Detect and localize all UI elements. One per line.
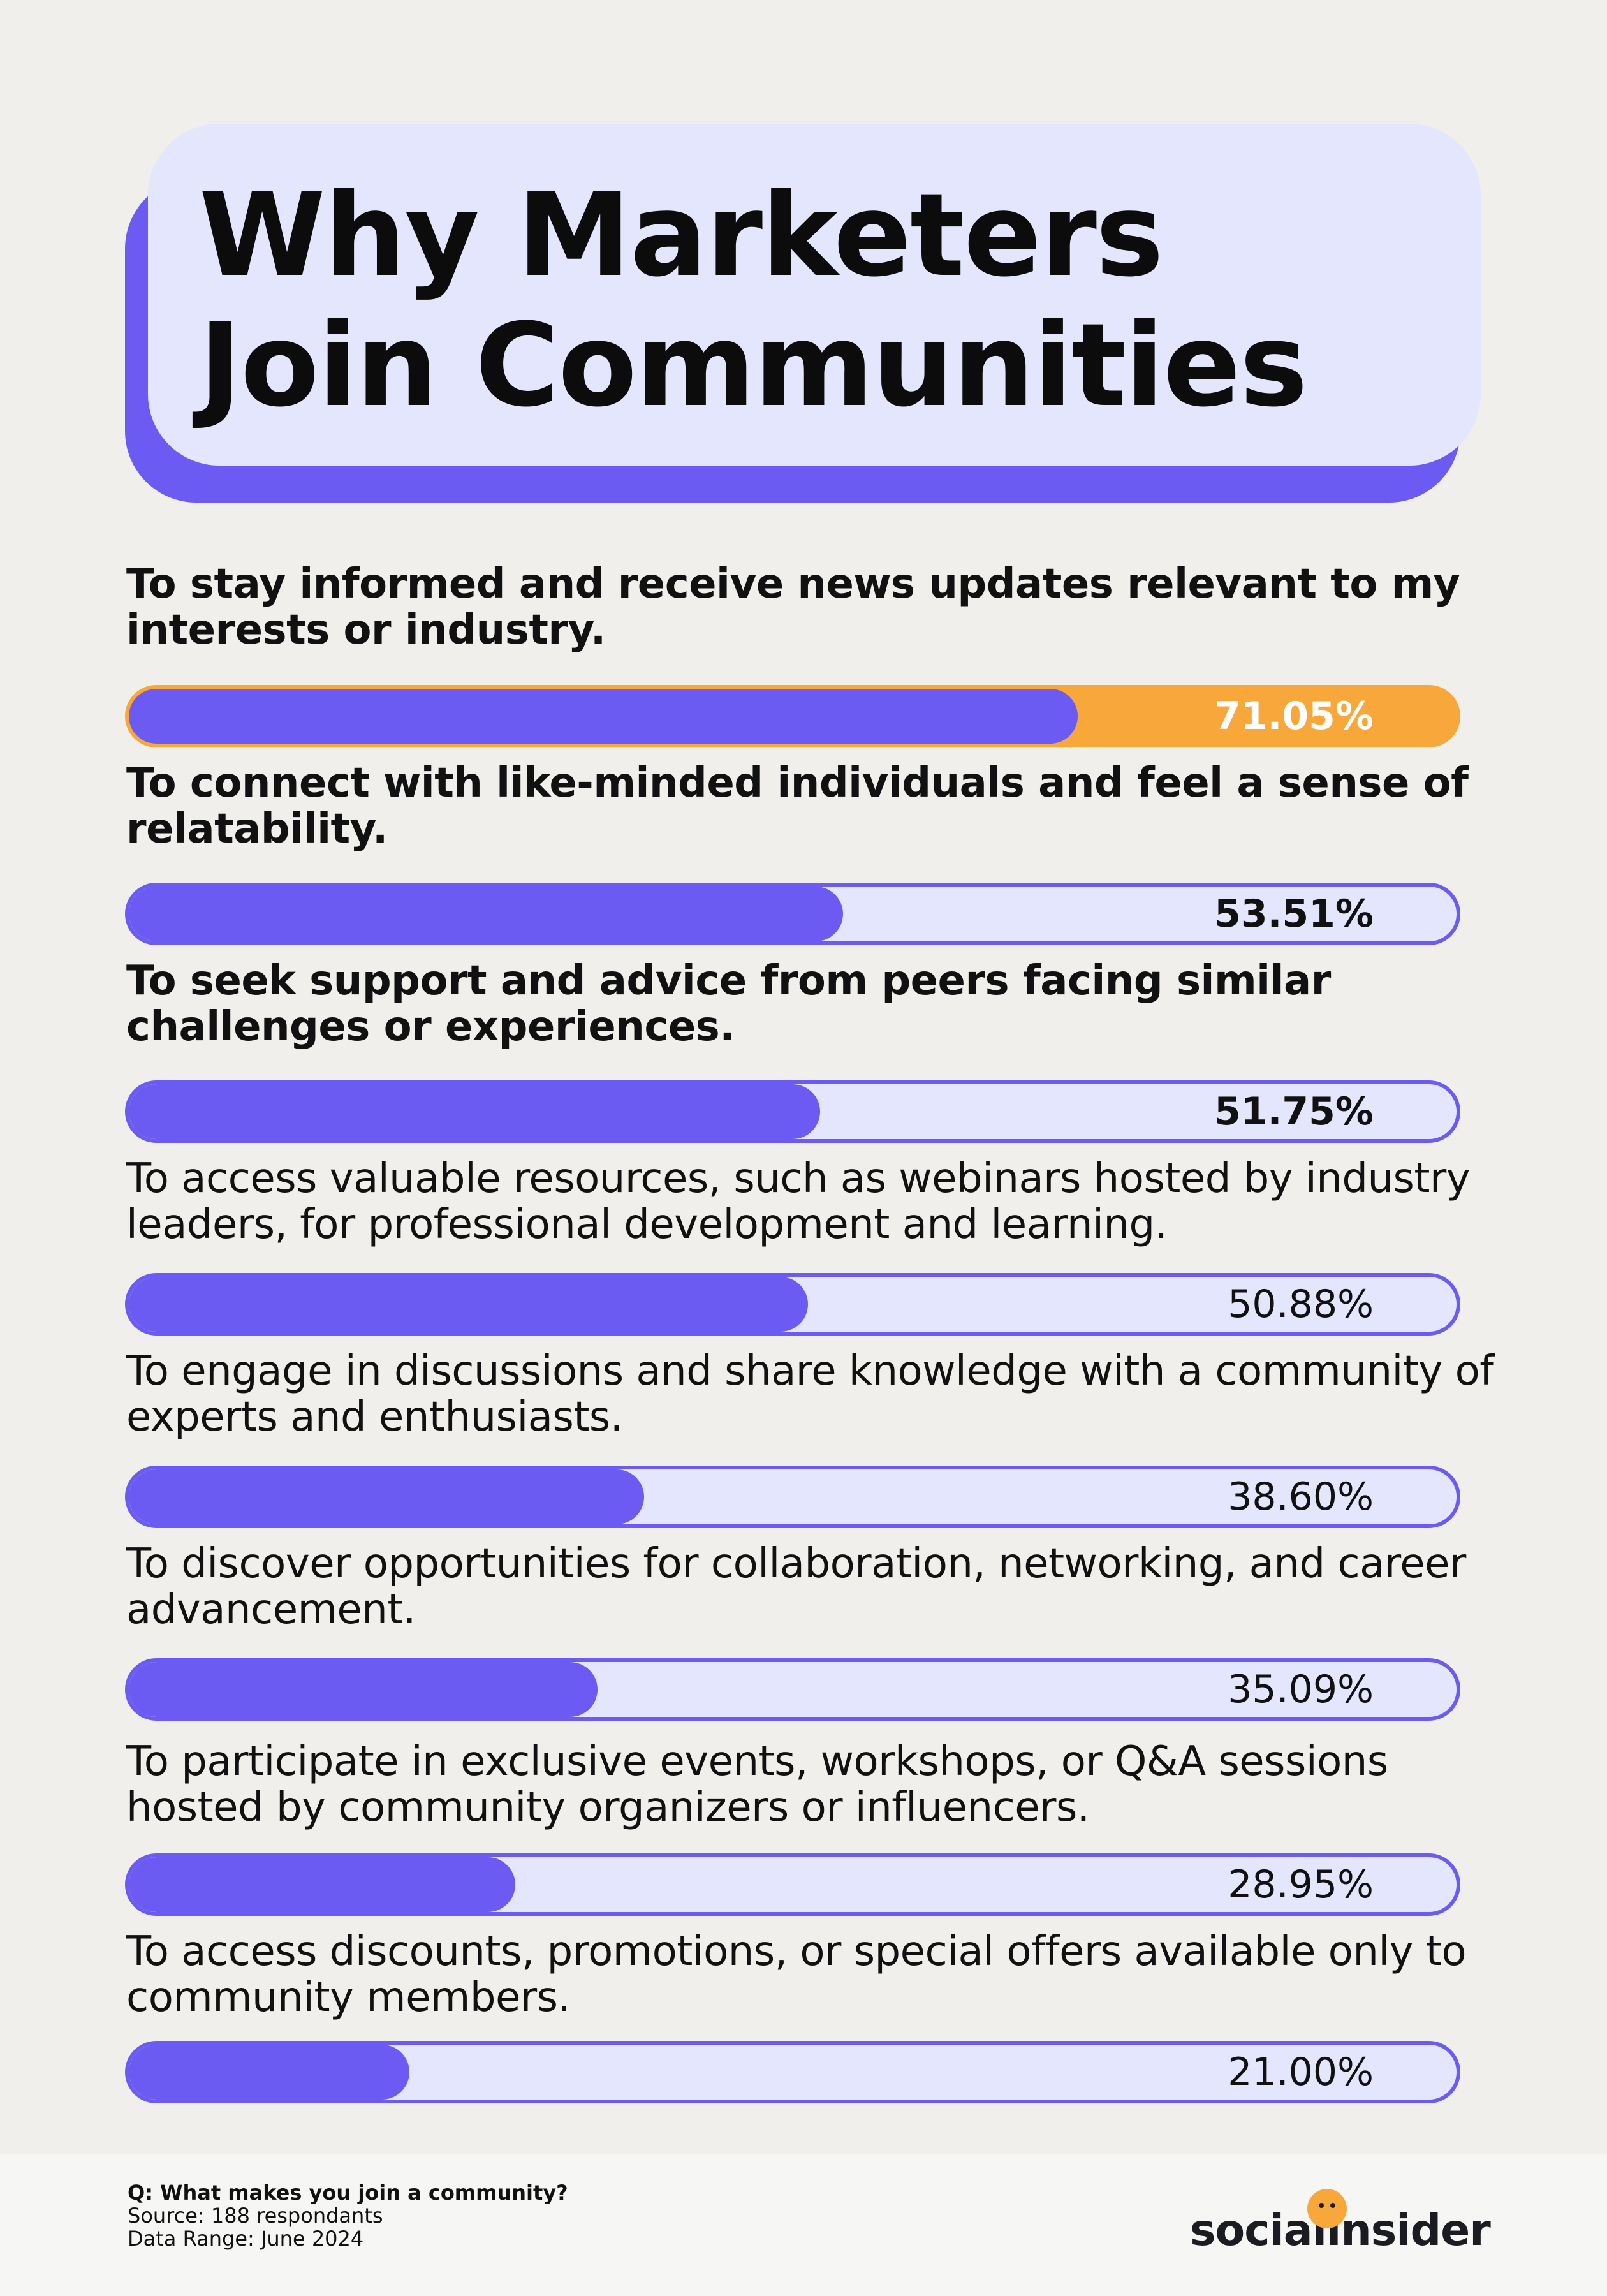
smiley-dot-icon <box>1307 2189 1347 2228</box>
bar-value-label: 50.88% <box>1228 1282 1374 1327</box>
bar-fill <box>129 2045 409 2100</box>
bar-track: 21.00% <box>125 2041 1460 2103</box>
bar-track: 38.60% <box>125 1466 1460 1528</box>
question-label: To participate in exclusive events, work… <box>126 1738 1388 1831</box>
bar-value-label: 51.75% <box>1214 1089 1374 1134</box>
question-label: To stay informed and receive news update… <box>126 561 1460 654</box>
bar-track: 51.75% <box>125 1080 1460 1143</box>
question-label: To seek support and advice from peers fa… <box>126 957 1331 1050</box>
question-label: To access discounts, promotions, or spec… <box>126 1928 1467 2021</box>
bar-value-label: 53.51% <box>1214 892 1374 936</box>
bar-fill <box>129 1277 808 1332</box>
bar-value-label: 71.05% <box>1214 694 1374 739</box>
footer-source: Source: 188 respondants <box>128 2204 383 2228</box>
bar-track: 35.09% <box>125 1658 1460 1721</box>
title-card <box>148 124 1481 466</box>
bar-track: 50.88% <box>125 1273 1460 1336</box>
question-label: To access valuable resources, such as we… <box>126 1155 1471 1248</box>
brand-logo: socialinsider <box>1190 2189 1491 2256</box>
bar-track: 28.95% <box>125 1853 1460 1916</box>
footer <box>0 2154 1607 2296</box>
bar-value-label: 28.95% <box>1228 1862 1374 1907</box>
bar-fill <box>129 1662 598 1717</box>
question-label: To engage in discussions and share knowl… <box>126 1348 1494 1441</box>
bar-fill <box>129 1469 644 1524</box>
bar-fill <box>129 1857 515 1912</box>
bar-value-label: 35.09% <box>1228 1667 1374 1712</box>
bar-track: 53.51% <box>125 883 1460 945</box>
footer-text: Q: What makes you join a community? Sour… <box>128 2181 568 2250</box>
bar-fill <box>129 1084 820 1139</box>
footer-question: Q: What makes you join a community? <box>128 2181 568 2205</box>
bar-track: 71.05% <box>125 685 1460 747</box>
page-title: Why Marketers Join Communities <box>199 169 1308 432</box>
bar-fill <box>129 689 1078 744</box>
question-label: To discover opportunities for collaborat… <box>126 1540 1466 1633</box>
bar-fill <box>129 887 843 941</box>
question-label: To connect with like-minded individuals … <box>126 760 1469 853</box>
bar-value-label: 38.60% <box>1228 1475 1374 1519</box>
bar-value-label: 21.00% <box>1228 2050 1374 2094</box>
footer-range: Data Range: June 2024 <box>128 2226 364 2251</box>
